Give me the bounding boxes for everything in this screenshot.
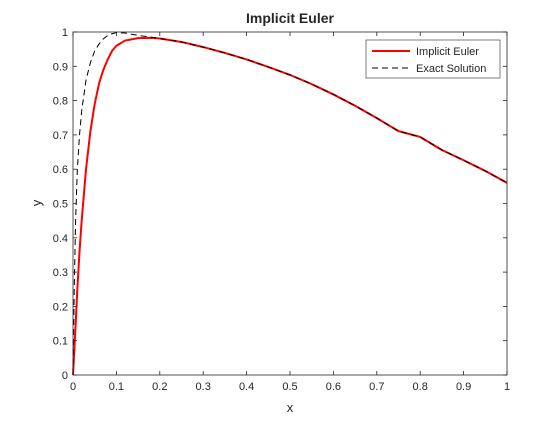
y-tick-label: 1 (62, 27, 68, 39)
plot-background (73, 32, 507, 375)
legend-box (365, 39, 501, 79)
y-axis-label: y (29, 199, 44, 206)
x-tick-label: 0.3 (196, 381, 211, 393)
legend-label-implicit-euler: Implicit Euler (416, 46, 479, 58)
y-tick-label: 0.4 (53, 233, 68, 245)
x-tick-label: 0.1 (109, 381, 124, 393)
y-tick-label: 0.1 (53, 336, 68, 348)
chart-title: Implicit Euler (246, 10, 334, 26)
x-tick-label: 0.5 (282, 381, 297, 393)
x-tick-label: 0.8 (413, 381, 428, 393)
plot-box (72, 31, 508, 376)
y-tick-label: 0.6 (53, 164, 68, 176)
x-tick-label: 0.7 (369, 381, 384, 393)
x-tick-label: 0.4 (239, 381, 254, 393)
x-tick-label: 0 (70, 381, 76, 393)
y-tick-label: 0 (62, 370, 68, 382)
x-tick-label: 0.2 (152, 381, 167, 393)
x-axis-label: x (287, 400, 294, 415)
series-layer (72, 32, 508, 376)
y-tick-label: 0.2 (53, 301, 68, 313)
y-tick-label: 0.3 (53, 267, 68, 279)
y-tick-label: 0.5 (53, 199, 68, 211)
y-tick-label: 0.8 (53, 96, 68, 108)
y-tick-label: 0.7 (53, 130, 68, 142)
series-line-implicit-euler (72, 36, 508, 376)
x-tick-label: 0.6 (326, 381, 341, 393)
tick-layer: 0 0.1 0.2 0.3 0.4 0.5 0.6 0.7 0.8 0.9 1 0 0.1 0.2 0.3 0… (53, 27, 510, 393)
x-tick-label: 0.9 (456, 381, 471, 393)
x-tick-label: 1 (504, 381, 510, 393)
legend-label-exact-solution: Exact Solution (416, 63, 486, 75)
series-line-exact-solution (72, 32, 508, 376)
legend: Implicit Euler Exact Solution (365, 39, 501, 79)
y-tick-label: 0.9 (53, 61, 68, 73)
